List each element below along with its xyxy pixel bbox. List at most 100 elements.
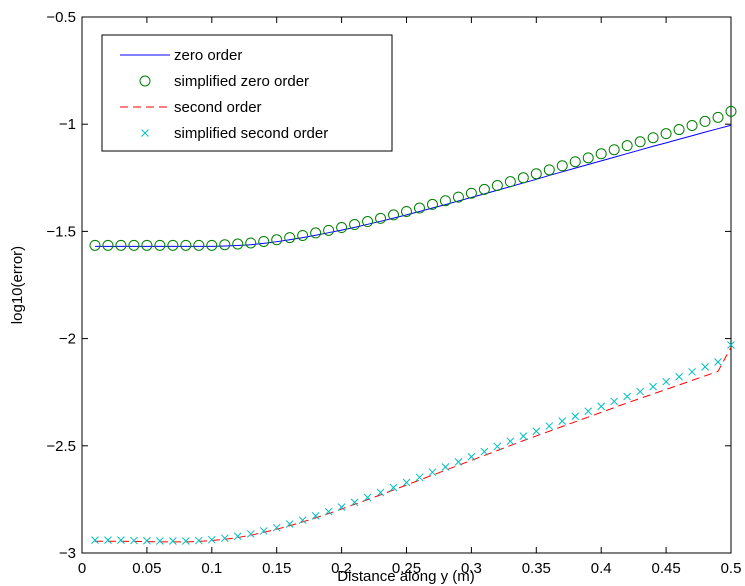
legend-item-simplified-zero-order: simplified zero order: [139, 73, 309, 90]
simplified-second-order-marker: [298, 516, 307, 525]
simplified-second-order-marker: [194, 536, 203, 545]
y-tick-label: −2: [59, 331, 76, 348]
series-zero-order: [94, 124, 732, 247]
simplified-second-order-marker: [480, 447, 489, 456]
simplified-second-order-marker: [220, 534, 229, 543]
simplified-zero-order-marker: [543, 164, 555, 176]
simplified-second-order-marker: [169, 537, 177, 545]
simplified-zero-order-marker: [478, 183, 490, 195]
simplified-second-order-marker: [610, 397, 619, 406]
x-axis-label: Distance along y (m): [337, 568, 475, 585]
simplified-zero-order-marker: [608, 144, 620, 156]
simplified-zero-order-marker: [686, 119, 698, 131]
simplified-second-order-marker: [701, 363, 709, 371]
simplified-second-order-marker: [571, 412, 580, 421]
simplified-zero-order-marker: [582, 152, 594, 164]
legend: zero order simplified zero order second or…: [101, 34, 393, 152]
simplified-second-order-marker: [415, 473, 424, 482]
simplified-second-order-marker: [272, 523, 281, 532]
simplified-zero-order-marker: [284, 232, 296, 244]
x-tick-label: 0.1: [201, 560, 222, 577]
x-tick-label: 0.25: [392, 560, 421, 577]
legend-label: simplified zero order: [174, 73, 309, 90]
simplified-zero-order-marker: [595, 148, 607, 160]
simplified-second-order-marker: [675, 372, 683, 381]
legend-item-second-order: second order: [120, 99, 262, 116]
simplified-second-order-marker: [649, 382, 657, 391]
simplified-second-order-marker: [156, 537, 164, 545]
simplified-second-order-marker: [584, 407, 593, 416]
simplified-zero-order-marker: [699, 115, 711, 127]
simplified-second-order-marker: [259, 527, 268, 535]
legend-item-simplified-second-order: simplified second order: [141, 125, 328, 142]
simplified-second-order-marker: [597, 402, 606, 411]
legend-label: simplified second order: [174, 125, 328, 142]
simplified-zero-order-marker: [245, 237, 257, 249]
legend-swatch: [139, 75, 151, 87]
y-tick-label: −2.5: [46, 438, 76, 455]
simplified-zero-order-marker: [128, 239, 140, 251]
axis-ticks: [81, 16, 732, 554]
simplified-second-order-marker: [130, 536, 138, 545]
x-tick-label: 0.2: [331, 560, 352, 577]
simplified-second-order-marker: [662, 377, 670, 386]
simplified-second-order-marker: [493, 442, 502, 451]
simplified-zero-order-marker: [569, 156, 581, 168]
x-tick-label: 0.45: [651, 560, 680, 577]
simplified-second-order-marker: [181, 537, 190, 545]
y-tick-label: −0.5: [46, 9, 76, 26]
simplified-zero-order-marker: [297, 229, 309, 241]
simplified-second-order-marker: [337, 503, 346, 511]
simplified-zero-order-marker: [375, 212, 387, 224]
simplified-second-order-marker: [545, 422, 554, 430]
simplified-zero-order-marker: [647, 132, 659, 144]
simplified-second-order-marker: [714, 358, 722, 366]
series-second-order: [94, 346, 732, 543]
simplified-second-order-marker: [311, 512, 320, 520]
simplified-second-order-marker: [233, 532, 242, 541]
simplified-zero-order-marker: [491, 180, 503, 192]
simplified-zero-order-marker: [89, 239, 101, 251]
simplified-second-order-marker: [350, 498, 359, 507]
simplified-zero-order-marker: [271, 234, 283, 246]
x-tick-label: 0: [78, 560, 86, 577]
simplified-zero-order-marker: [530, 168, 542, 180]
simplified-second-order-marker: [246, 530, 255, 538]
simplified-second-order-marker: [623, 392, 632, 401]
simplified-second-order-marker: [285, 520, 294, 528]
simplified-second-order-marker: [91, 536, 99, 544]
simplified-second-order-marker: [207, 535, 216, 544]
simplified-second-order-marker: [104, 536, 112, 544]
simplified-zero-order-marker: [258, 235, 270, 247]
x-tick-label: 0.35: [522, 560, 551, 577]
simplified-second-order-marker: [389, 483, 398, 492]
simplified-zero-order-marker: [193, 239, 205, 251]
simplified-zero-order-marker: [180, 239, 192, 251]
simplified-second-order-marker: [532, 427, 541, 436]
simplified-second-order-marker: [143, 536, 151, 545]
simplified-zero-order-marker: [310, 227, 322, 239]
simplified-zero-order-marker: [660, 128, 672, 140]
simplified-second-order-marker: [376, 488, 385, 497]
simplified-second-order-marker: [467, 452, 476, 461]
simplified-zero-order-marker: [725, 105, 737, 117]
legend-label: second order: [174, 99, 262, 116]
simplified-zero-order-marker: [167, 239, 179, 251]
simplified-zero-order-marker: [232, 238, 244, 250]
simplified-zero-order-marker: [336, 222, 348, 234]
x-tick-label: 0.3: [461, 560, 482, 577]
simplified-second-order-marker: [454, 458, 463, 466]
y-tick-label: −3: [59, 545, 76, 562]
series-simplified-second-order: [91, 341, 735, 545]
simplified-zero-order-marker: [154, 239, 166, 251]
simplified-zero-order-marker: [504, 176, 516, 188]
second-order-line: [94, 346, 732, 543]
x-tick-label: 0.05: [132, 560, 161, 577]
y-axis-label: log10(error): [9, 246, 26, 324]
simplified-second-order-marker: [428, 468, 437, 477]
simplified-zero-order-marker: [556, 160, 568, 172]
x-tick-label: 0.5: [721, 560, 742, 577]
simplified-zero-order-marker: [426, 198, 438, 210]
simplified-second-order-marker: [324, 507, 333, 516]
